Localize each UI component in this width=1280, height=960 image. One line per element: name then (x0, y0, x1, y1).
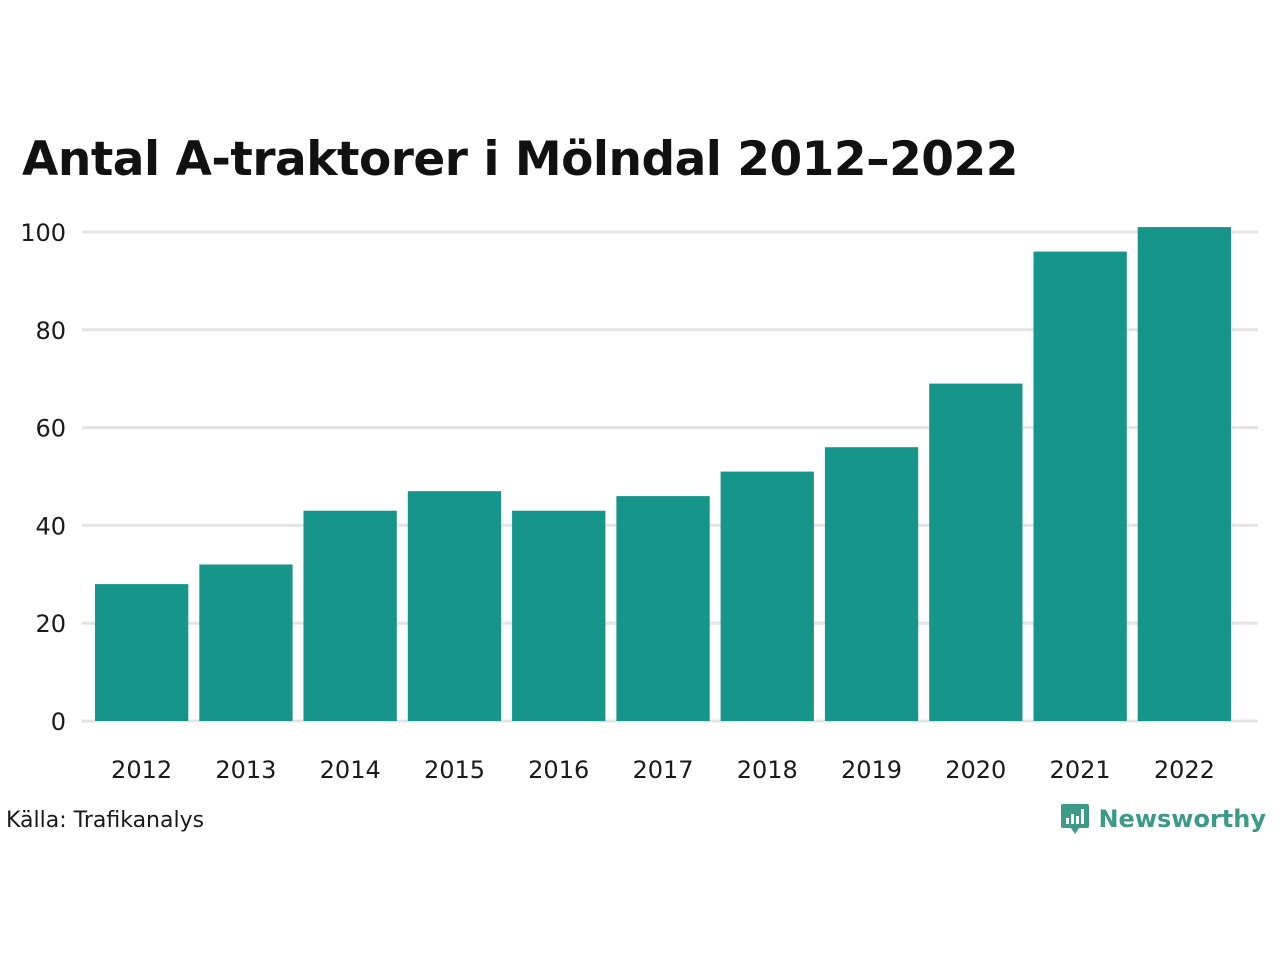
bar-2014 (303, 510, 397, 721)
x-tick-label: 2021 (1050, 756, 1111, 784)
source-label: Källa: Trafikanalys (6, 808, 205, 833)
y-tick-label: 0 (51, 708, 66, 736)
x-tick-label: 2012 (111, 756, 172, 784)
x-tick-label: 2020 (945, 756, 1006, 784)
y-tick-label: 20 (35, 610, 66, 638)
bar-2018 (720, 471, 814, 721)
bar-2017 (616, 496, 710, 721)
x-tick-label: 2015 (424, 756, 485, 784)
x-tick-label: 2013 (215, 756, 276, 784)
y-axis-ticks: 0 20 40 60 80 100 (20, 219, 66, 736)
bar-2019 (824, 447, 919, 721)
y-tick-label: 60 (35, 415, 66, 443)
bar-2020 (929, 383, 1023, 721)
x-axis-ticks: 2012 2013 2014 2015 2016 2017 2018 2019 2020 2021… (111, 756, 1215, 784)
x-tick-label: 2022 (1154, 756, 1215, 784)
bar-2015 (407, 491, 502, 721)
brand-logo: Newsworthy (1060, 802, 1266, 836)
x-tick-label: 2017 (632, 756, 693, 784)
bar-2013 (199, 564, 293, 721)
newsworthy-logo-icon (1061, 804, 1090, 834)
y-tick-label: 100 (20, 219, 66, 247)
y-tick-label: 40 (35, 512, 66, 540)
bar-2022 (1137, 227, 1231, 721)
bar-2012 (95, 584, 189, 721)
bars (95, 227, 1231, 721)
x-tick-label: 2018 (737, 756, 798, 784)
chart-title: Antal A-traktorer i Mölndal 2012–2022 (22, 132, 1018, 187)
bar-2016 (512, 510, 606, 721)
brand-name: Newsworthy (1098, 805, 1266, 833)
x-tick-label: 2014 (320, 756, 381, 784)
x-tick-label: 2019 (841, 756, 902, 784)
bar-2021 (1033, 251, 1127, 721)
y-tick-label: 80 (35, 317, 66, 345)
x-tick-label: 2016 (528, 756, 589, 784)
